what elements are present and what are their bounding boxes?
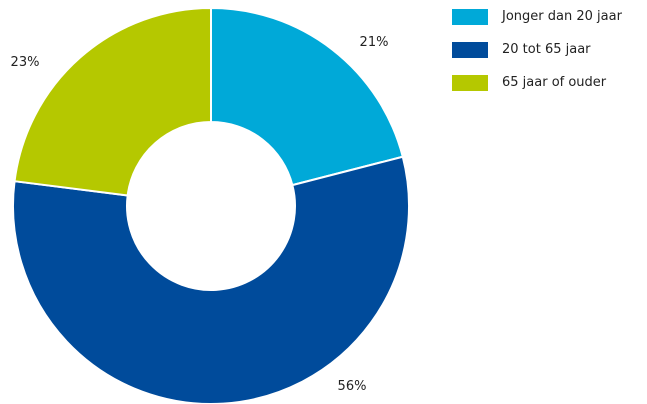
slice-label-65-of-ouder: 23% — [11, 55, 40, 70]
legend-label: Jonger dan 20 jaar — [502, 9, 622, 24]
legend-swatch — [452, 74, 488, 91]
legend-item-65-of-ouder: 65 jaar of ouder — [452, 74, 622, 91]
legend: Jonger dan 20 jaar 20 tot 65 jaar 65 jaar … — [452, 8, 622, 107]
slice-labels: 21% 56% 23% — [11, 35, 389, 394]
legend-item-jonger-dan-20: Jonger dan 20 jaar — [452, 8, 622, 25]
donut-slices — [12, 6, 410, 404]
legend-swatch — [452, 41, 488, 58]
legend-label: 20 tot 65 jaar — [502, 42, 591, 57]
slice-label-20-tot-65: 56% — [338, 379, 367, 394]
slice-label-jonger-dan-20: 21% — [360, 35, 389, 50]
legend-label: 65 jaar of ouder — [502, 75, 607, 90]
slice-65-of-ouder — [13, 6, 212, 197]
slice-jonger-dan-20 — [210, 6, 404, 187]
legend-swatch — [452, 8, 488, 25]
slice-20-tot-65 — [12, 155, 410, 404]
legend-item-20-tot-65: 20 tot 65 jaar — [452, 41, 622, 58]
